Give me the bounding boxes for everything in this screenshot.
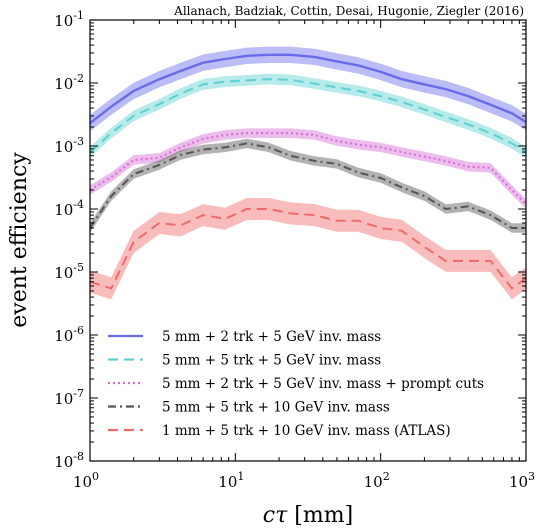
y-tick-label: 10-6 <box>54 324 84 345</box>
series-band-2 <box>90 73 526 158</box>
series-band-5 <box>90 198 526 300</box>
x-tick-label: 100 <box>73 470 99 491</box>
legend-label-2: 5 mm + 5 trk + 5 GeV inv. mass <box>162 353 381 369</box>
y-tick-label: 10-5 <box>54 261 84 282</box>
x-tick-label: 101 <box>218 470 244 491</box>
y-tick-label: 10-3 <box>54 135 84 156</box>
series-band-1 <box>90 46 526 132</box>
series-line-2 <box>89 78 527 153</box>
series-lines <box>89 53 527 290</box>
series-line-1 <box>89 53 527 125</box>
series-band-4 <box>90 138 526 233</box>
x-axis-label-symbol: cτ <box>263 503 288 528</box>
x-tick-label: 103 <box>509 470 535 491</box>
y-axis-label: event efficiency <box>7 152 32 328</box>
x-axis-label: cτ [mm] <box>263 503 353 528</box>
legend-label-5: 1 mm + 5 trk + 10 GeV inv. mass (ATLAS) <box>162 423 451 439</box>
y-tick-label: 10-7 <box>54 387 84 408</box>
series-line-5 <box>89 208 527 290</box>
chart-credit: Allanach, Badziak, Cottin, Desai, Hugoni… <box>173 4 524 18</box>
y-tick-label: 10-1 <box>54 9 84 30</box>
x-tick-label: 102 <box>364 470 390 491</box>
legend-label-3: 5 mm + 2 trk + 5 GeV inv. mass + prompt … <box>162 376 484 392</box>
legend-label-1: 5 mm + 2 trk + 5 GeV inv. mass <box>162 329 381 345</box>
plot-frame <box>89 19 527 462</box>
y-tick-label: 10-4 <box>54 198 84 219</box>
y-tick-label: 10-2 <box>54 72 84 93</box>
legend: 5 mm + 2 trk + 5 GeV inv. mass 5 mm + 5 t… <box>108 329 484 439</box>
series-line-4 <box>89 142 526 229</box>
series-line-3 <box>89 132 527 205</box>
uncertainty-bands <box>90 46 526 300</box>
x-axis-label-unit: [mm] <box>287 503 353 528</box>
axis-ticks: 100 101 102 103 10-8 10-7 10-6 10-5 10-4 10-3 10-2… <box>54 9 535 491</box>
y-tick-label: 10-8 <box>54 450 84 471</box>
legend-label-4: 5 mm + 5 trk + 10 GeV inv. mass <box>162 400 390 416</box>
